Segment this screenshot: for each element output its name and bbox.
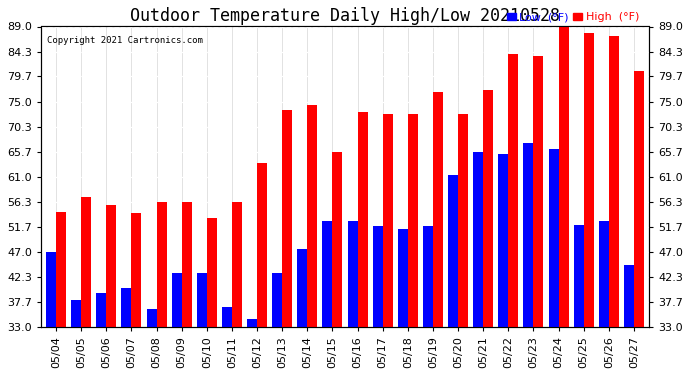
Bar	[609, 36, 619, 327]
Bar	[131, 213, 141, 327]
Bar	[498, 154, 509, 327]
Bar	[157, 202, 166, 327]
Bar	[56, 211, 66, 327]
Bar	[322, 221, 333, 327]
Bar	[232, 202, 242, 327]
Bar	[96, 293, 106, 327]
Bar	[533, 56, 544, 327]
Bar	[348, 221, 357, 327]
Bar	[584, 33, 594, 327]
Bar	[282, 110, 293, 327]
Bar	[146, 309, 157, 327]
Bar	[181, 202, 192, 327]
Bar	[423, 226, 433, 327]
Bar	[509, 54, 518, 327]
Bar	[634, 70, 644, 327]
Legend: Low  (°F), High  (°F): Low (°F), High (°F)	[503, 8, 644, 27]
Bar	[247, 319, 257, 327]
Bar	[383, 114, 393, 327]
Bar	[333, 152, 342, 327]
Bar	[559, 26, 569, 327]
Bar	[172, 273, 181, 327]
Text: Copyright 2021 Cartronics.com: Copyright 2021 Cartronics.com	[47, 36, 203, 45]
Bar	[71, 300, 81, 327]
Title: Outdoor Temperature Daily High/Low 20210528: Outdoor Temperature Daily High/Low 20210…	[130, 7, 560, 25]
Bar	[599, 221, 609, 327]
Bar	[373, 226, 383, 327]
Bar	[222, 307, 232, 327]
Bar	[473, 152, 483, 327]
Bar	[207, 217, 217, 327]
Bar	[257, 164, 267, 327]
Bar	[121, 288, 131, 327]
Bar	[46, 252, 56, 327]
Bar	[448, 175, 458, 327]
Bar	[624, 265, 634, 327]
Bar	[397, 229, 408, 327]
Bar	[357, 112, 368, 327]
Bar	[297, 249, 307, 327]
Bar	[573, 225, 584, 327]
Bar	[197, 273, 207, 327]
Bar	[408, 114, 418, 327]
Bar	[81, 197, 91, 327]
Bar	[307, 105, 317, 327]
Bar	[272, 273, 282, 327]
Bar	[549, 149, 559, 327]
Bar	[106, 205, 117, 327]
Bar	[433, 92, 443, 327]
Bar	[524, 143, 533, 327]
Bar	[483, 90, 493, 327]
Bar	[458, 114, 468, 327]
